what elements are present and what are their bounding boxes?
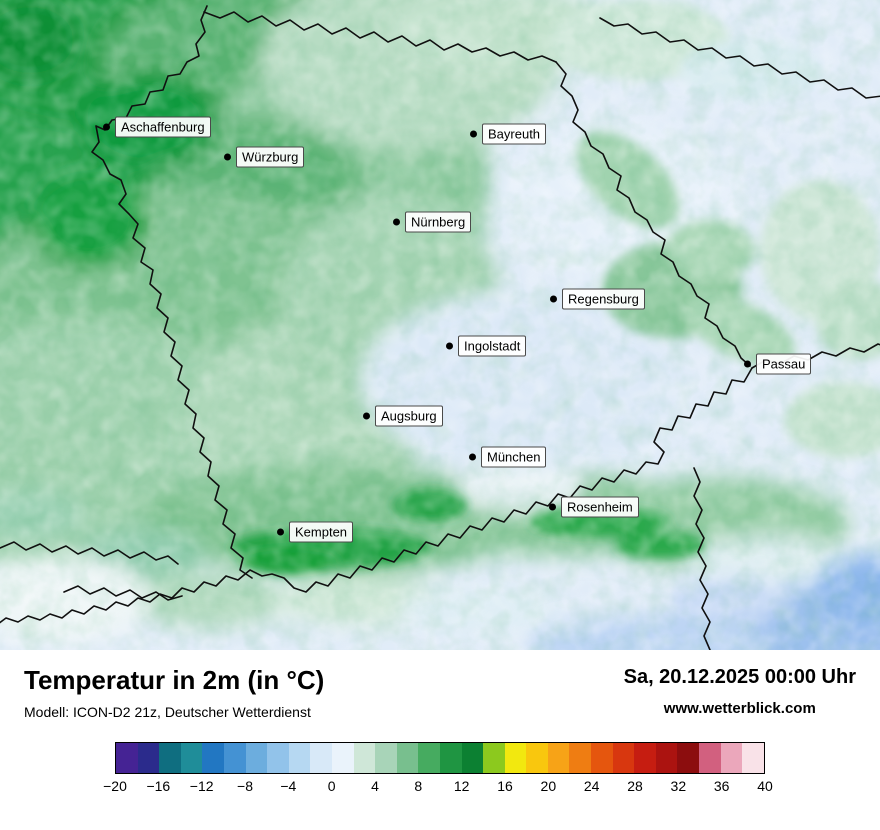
valid-datetime: Sa, 20.12.2025 00:00 Uhr — [623, 666, 856, 688]
border-lines — [0, 5, 880, 650]
colorbar-segment — [245, 742, 268, 773]
colorbar-tick-label: −20 — [103, 777, 127, 794]
colorbar-tick-label: 28 — [627, 777, 643, 794]
colorbar-tick-label: 12 — [453, 777, 470, 794]
colorbar-segment — [439, 742, 462, 773]
colorbar-segment — [310, 742, 332, 773]
footer-left: Temperatur in 2m (in °C) Modell: ICON-D2… — [24, 666, 324, 720]
colorbar-segment — [655, 742, 678, 773]
temperature-map: Aschaffenburg Würzburg Bayreuth Nürnberg… — [0, 0, 880, 650]
colorbar-segment — [202, 742, 224, 773]
colorbar-segment — [461, 742, 484, 773]
colorbar-segment — [267, 742, 289, 773]
colorbar-tick-label: 0 — [327, 777, 336, 794]
colorbar-tick-label: 16 — [497, 777, 513, 794]
colorbar-segment — [223, 742, 246, 773]
page-title: Temperatur in 2m (in °C) — [24, 665, 325, 695]
colorbar-segment — [504, 742, 527, 773]
footer-right: Sa, 20.12.2025 00:00 Uhr www.wetterblick… — [624, 666, 856, 717]
colorbar-segment — [418, 742, 440, 773]
colorbar-tick-label: −12 — [189, 777, 214, 794]
colorbar-tick-label: 4 — [371, 777, 379, 794]
colorbar-tick-label: 20 — [540, 777, 557, 794]
colorbar-tick-label: 32 — [670, 777, 687, 794]
colorbar-tick-label: −16 — [146, 777, 171, 794]
colorbar-tick-label: 40 — [757, 777, 773, 794]
colorbar-tick-label: 24 — [583, 777, 600, 794]
temperature-field-canvas — [0, 0, 880, 650]
colorbar-segment — [375, 742, 397, 773]
colorbar-segment — [547, 742, 570, 773]
colorbar-segment — [483, 742, 505, 773]
colorbar-ticks: −20 −16 −12 −8 −4 0 4 8 12 16 20 24 28 32 36 40 — [103, 777, 773, 800]
colorbar-segment — [677, 742, 700, 773]
map-footer: Temperatur in 2m (in °C) Modell: ICON-D2… — [0, 650, 880, 800]
colorbar-tick-label: 8 — [414, 777, 423, 794]
colorbar-segment — [634, 742, 656, 773]
colorbar-segment — [353, 742, 376, 773]
colorbar-segment — [720, 742, 743, 773]
temperature-colorbar: −20 −16 −12 −8 −4 0 4 8 12 16 20 24 28 32 36 40 — [103, 741, 773, 800]
colorbar-tick-label: 36 — [713, 777, 730, 794]
website-text: www.wetterblick.com — [663, 700, 816, 717]
colorbar-segment — [116, 742, 138, 773]
noise-overlay — [0, 0, 880, 650]
colorbar-segment — [288, 742, 311, 773]
colorbar-segments — [115, 741, 765, 774]
colorbar-tick-label: −8 — [237, 777, 253, 794]
colorbar-segment — [180, 742, 203, 773]
colorbar-segment — [569, 742, 592, 773]
colorbar-segment — [396, 742, 419, 773]
colorbar-segment — [742, 742, 764, 773]
colorbar-segment — [699, 742, 721, 773]
colorbar-segment — [591, 742, 613, 773]
colorbar-segment — [526, 742, 548, 773]
colorbar-segment — [159, 742, 181, 773]
colorbar-segment — [612, 742, 635, 773]
colorbar-segment — [137, 742, 160, 773]
colorbar-tick-label: −4 — [280, 777, 297, 794]
colorbar-segment — [331, 742, 354, 773]
model-info: Modell: ICON-D2 21z, Deutscher Wetterdie… — [24, 703, 311, 720]
